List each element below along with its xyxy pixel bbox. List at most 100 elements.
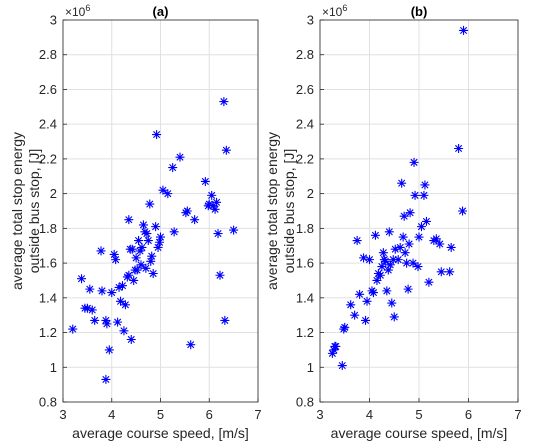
y-tick-label: 1.2: [39, 325, 57, 340]
data-point: [82, 303, 92, 313]
data-point: [370, 230, 380, 240]
y-tick-label: 0.8: [296, 395, 314, 410]
data-point: [458, 206, 468, 216]
data-point: [132, 265, 142, 275]
y-tick-label: 1: [50, 360, 57, 375]
data-point: [387, 298, 397, 308]
data-point: [114, 282, 124, 292]
data-point: [404, 239, 414, 249]
y-tick-label: 1.4: [296, 290, 314, 305]
data-point: [454, 143, 464, 153]
panel-title: (b): [411, 4, 428, 19]
data-point: [135, 246, 145, 256]
data-point: [186, 340, 196, 350]
data-point: [388, 255, 398, 265]
data-point: [152, 130, 162, 140]
panel-b: 3 4 5 6 70.811.21.41.61.822.22.42.62.83×106(…: [264, 3, 522, 441]
data-point: [393, 255, 403, 265]
data-point: [138, 220, 148, 230]
data-point: [361, 315, 371, 325]
data-point: [220, 315, 230, 325]
data-point: [156, 232, 165, 242]
data-point: [109, 249, 119, 259]
data-point: [420, 180, 430, 190]
data-point: [212, 197, 222, 207]
data-point: [208, 201, 218, 211]
data-point: [329, 345, 339, 355]
y-tick-label: 2.2: [296, 151, 314, 166]
data-point: [350, 310, 360, 320]
data-point: [327, 348, 337, 358]
y-tick-label: 2.6: [39, 82, 57, 97]
data-point: [141, 263, 151, 273]
y-tick-label: 2: [50, 186, 57, 201]
data-point: [390, 244, 400, 254]
data-point: [215, 270, 225, 280]
y-tick-label: 1.6: [39, 256, 57, 271]
data-point: [77, 274, 87, 284]
data-point: [119, 326, 129, 336]
data-point: [424, 277, 434, 287]
y-multiplier-exponent: 6: [342, 3, 347, 13]
data-point: [399, 211, 409, 221]
data-point: [395, 242, 405, 252]
x-tick-label: 7: [514, 407, 521, 422]
x-tick-label: 3: [316, 407, 323, 422]
y-axis-label-line-2: outside bus stop, [J]: [26, 149, 42, 274]
data-point: [382, 286, 392, 296]
data-point: [145, 199, 155, 209]
panel-a: 3 4 5 6 70.811.21.41.61.822.22.42.62.83×106(…: [9, 3, 262, 441]
data-point: [158, 185, 168, 195]
data-point: [87, 305, 97, 315]
data-point: [168, 163, 178, 173]
y-tick-label: 2.4: [39, 117, 57, 132]
data-point: [403, 284, 413, 294]
data-point: [377, 262, 387, 272]
data-point: [107, 288, 117, 298]
data-point: [129, 275, 139, 285]
data-point: [389, 312, 399, 322]
data-point: [398, 232, 408, 242]
data-point: [143, 236, 153, 246]
data-point: [85, 284, 95, 294]
data-point: [384, 227, 394, 237]
data-point: [117, 281, 127, 291]
data-point: [148, 269, 158, 279]
y-tick-label: 1.2: [296, 325, 314, 340]
x-axis-label: average course speed, [m/s]: [331, 425, 508, 441]
data-point: [229, 225, 239, 235]
y-multiplier-base: ×10: [322, 5, 343, 19]
data-point: [102, 319, 112, 329]
y-multiplier-base: ×10: [65, 5, 86, 19]
data-point: [136, 260, 146, 270]
y-tick-label: 2.8: [39, 47, 57, 62]
y-tick-label: 3: [50, 13, 57, 28]
data-point: [372, 275, 382, 285]
y-multiplier-label: ×106: [65, 3, 90, 19]
data-point: [124, 215, 134, 225]
data-point: [340, 322, 350, 332]
data-point: [337, 361, 347, 371]
data-point: [383, 265, 393, 275]
data-point: [410, 190, 420, 200]
data-point: [365, 255, 374, 265]
data-point: [190, 215, 200, 225]
data-point: [116, 296, 126, 306]
data-point: [419, 190, 429, 200]
data-point: [101, 315, 111, 325]
data-point: [210, 204, 220, 214]
y-tick-label: 0.8: [39, 395, 57, 410]
data-point: [459, 25, 469, 35]
data-point: [352, 236, 362, 246]
x-tick-label: 6: [465, 407, 472, 422]
data-point: [378, 248, 388, 258]
y-tick-label: 3: [307, 13, 314, 28]
data-point: [346, 300, 356, 310]
data-point: [96, 246, 106, 256]
data-point: [435, 239, 445, 249]
data-point: [446, 242, 456, 252]
y-tick-label: 2.4: [296, 117, 314, 132]
y-axis-label-line-1: average total stop energy: [264, 132, 280, 290]
data-point: [131, 253, 141, 263]
